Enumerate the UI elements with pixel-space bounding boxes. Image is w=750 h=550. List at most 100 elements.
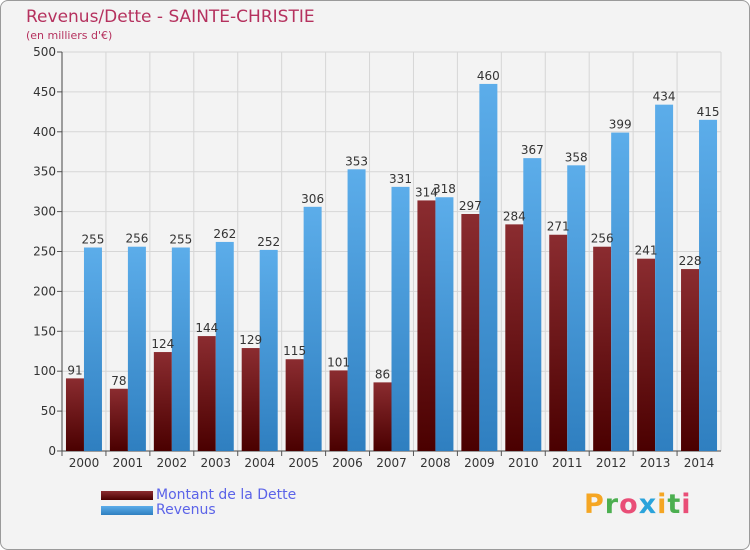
data-label-revenus: 358	[565, 150, 588, 164]
bar-revenus	[127, 246, 146, 451]
bar-dette	[329, 370, 348, 451]
bar-revenus	[215, 241, 234, 451]
data-label-dette: 129	[239, 333, 262, 347]
bar-revenus	[391, 186, 410, 451]
bar-dette	[549, 234, 568, 451]
chart-subtitle: (en milliers d'€)	[26, 29, 113, 42]
bar-dette	[373, 382, 392, 451]
x-tick-label: 2013	[640, 456, 671, 470]
bar-dette	[681, 269, 700, 451]
data-label-dette: 241	[635, 244, 658, 258]
y-tick-label: 100	[33, 364, 56, 378]
y-tick-label: 200	[33, 284, 56, 298]
logo-letter: o	[619, 489, 639, 520]
data-label-dette: 101	[327, 355, 350, 369]
chart-title: Revenus/Dette - SAINTE-CHRISTIE	[26, 7, 315, 27]
y-tick-label: 400	[33, 125, 56, 139]
bar-dette	[461, 213, 480, 451]
bar-revenus	[303, 206, 322, 451]
x-tick-label: 2002	[157, 456, 188, 470]
x-tick-label: 2007	[376, 456, 407, 470]
bar-dette	[417, 200, 436, 451]
bar-dette	[109, 388, 128, 451]
data-label-dette: 228	[679, 254, 702, 268]
x-tick-label: 2014	[684, 456, 715, 470]
bar-dette	[65, 378, 84, 451]
data-label-revenus: 306	[301, 192, 324, 206]
data-label-revenus: 255	[82, 233, 105, 247]
logo-letter: r	[604, 489, 620, 520]
y-tick-label: 350	[33, 165, 56, 179]
legend-swatch-revenus	[101, 506, 153, 515]
data-label-revenus: 318	[433, 182, 456, 196]
data-label-revenus: 256	[125, 232, 148, 246]
x-tick-label: 2001	[113, 456, 144, 470]
data-label-dette: 256	[591, 232, 614, 246]
logo-letter: t	[667, 489, 682, 520]
data-label-dette: 86	[375, 367, 390, 381]
y-tick-label: 450	[33, 85, 56, 99]
bar-dette	[153, 352, 172, 451]
bar-revenus	[567, 165, 586, 452]
data-label-dette: 314	[415, 185, 438, 199]
x-tick-label: 2012	[596, 456, 627, 470]
data-label-revenus: 252	[257, 235, 280, 249]
logo-letter: P	[584, 489, 605, 520]
legend-label-revenus: Revenus	[156, 502, 216, 518]
data-label-revenus: 353	[345, 154, 368, 168]
y-tick-label: 300	[33, 205, 56, 219]
y-tick-label: 250	[33, 245, 56, 259]
bar-revenus	[523, 158, 542, 451]
data-label-dette: 284	[503, 209, 526, 223]
y-tick-label: 0	[48, 444, 56, 458]
bar-revenus	[435, 197, 454, 451]
bar-revenus	[347, 169, 366, 451]
bar-dette	[285, 359, 304, 451]
bar-dette	[505, 224, 524, 451]
data-label-revenus: 460	[477, 69, 500, 83]
bar-dette	[637, 258, 656, 451]
bar-revenus	[83, 247, 102, 451]
y-tick-label: 500	[33, 45, 56, 59]
data-label-dette: 115	[283, 344, 306, 358]
bar-dette	[241, 348, 260, 451]
data-label-revenus: 399	[609, 118, 632, 132]
y-tick-label: 50	[41, 404, 56, 418]
logo-letter: i	[681, 489, 692, 520]
data-label-revenus: 255	[169, 233, 192, 247]
bar-revenus	[259, 249, 278, 451]
data-label-revenus: 262	[213, 227, 236, 241]
bar-revenus	[611, 132, 630, 451]
bar-revenus	[699, 119, 718, 451]
x-tick-label: 2010	[508, 456, 539, 470]
bar-revenus	[479, 83, 498, 452]
data-label-dette: 91	[67, 363, 82, 377]
data-label-revenus: 434	[653, 90, 676, 104]
data-label-dette: 124	[151, 337, 174, 351]
legend-label-dette: Montant de la Dette	[156, 487, 297, 503]
data-label-dette: 144	[195, 321, 218, 335]
data-label-dette: 297	[459, 199, 482, 213]
logo-letter: i	[657, 489, 668, 520]
x-tick-label: 2011	[552, 456, 583, 470]
data-labels: 91 255 78 256 124 255 144 262 129 252 115 306 101 353…	[67, 69, 719, 388]
x-tick-label: 2004	[244, 456, 275, 470]
x-tick-label: 2008	[420, 456, 451, 470]
x-tick-label: 2005	[288, 456, 319, 470]
logo-letter: x	[638, 489, 658, 520]
y-tick-label: 150	[33, 324, 56, 338]
x-tick-label: 2000	[69, 456, 100, 470]
legend-swatch-dette	[101, 491, 153, 500]
bar-revenus	[171, 247, 190, 451]
x-tick-label: 2009	[464, 456, 495, 470]
proxiti-logo: Proxiti	[584, 489, 692, 520]
data-label-dette: 78	[111, 374, 126, 388]
bar-dette	[197, 336, 216, 451]
data-label-revenus: 331	[389, 172, 412, 186]
data-label-dette: 271	[547, 220, 570, 234]
bar-revenus	[655, 104, 674, 451]
bars	[65, 83, 718, 452]
data-label-revenus: 415	[697, 105, 720, 119]
